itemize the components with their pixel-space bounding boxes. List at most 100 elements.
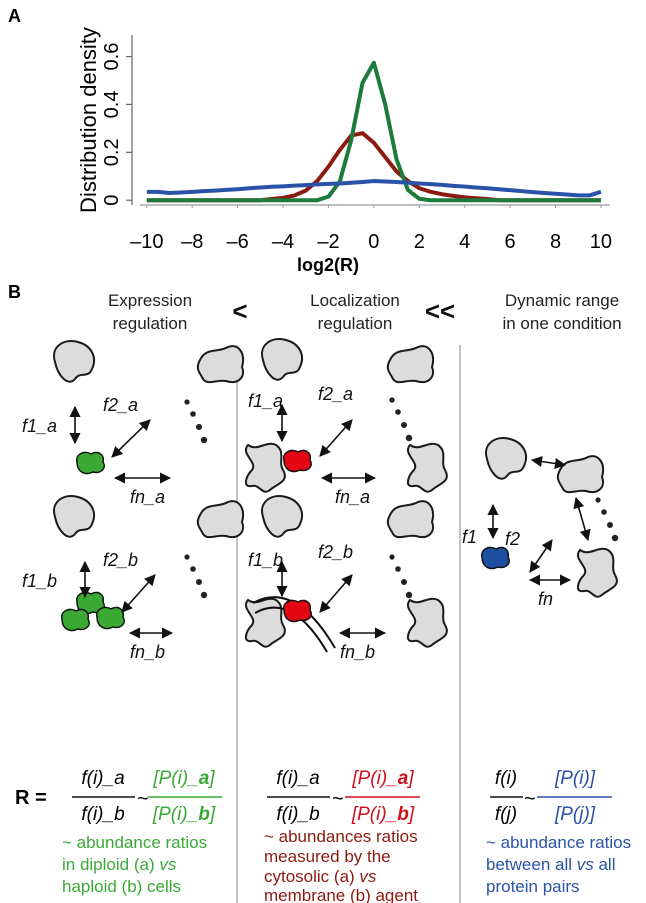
edge-label: fn_a: [130, 487, 165, 507]
panel-label: A: [8, 6, 21, 26]
network: f1 f2 fn: [462, 436, 619, 609]
y-tick-label: 0.6: [101, 43, 123, 71]
ratio-numerator: [P(i)]: [554, 768, 596, 789]
captions: ~ abundance ratios in diploid (a) vs hap…: [62, 827, 631, 903]
denominator: f(i)_b: [276, 804, 319, 825]
text: [P(j)]: [554, 804, 596, 825]
tilde: ~: [332, 788, 344, 810]
tilde: ~: [524, 788, 536, 810]
y-tick-label: 0.2: [101, 138, 123, 166]
y-tick-label: 0: [101, 195, 123, 206]
edge-label: f2_a: [318, 384, 353, 404]
network: f1_b f2_b fn_b: [248, 494, 448, 662]
x-tick-label: 0: [368, 231, 379, 253]
numerator: f(i): [495, 768, 517, 789]
header: Dynamic range: [505, 291, 619, 310]
caption-line: ~ abundance ratios: [62, 833, 207, 852]
edge-label: fn: [538, 589, 553, 609]
text: [P(i)]: [554, 768, 596, 789]
caption-line: cytosolic (a) vs: [264, 867, 377, 886]
text: all: [594, 855, 616, 874]
x-tick-label: –4: [272, 231, 294, 253]
edge-label: f2_a: [103, 395, 138, 415]
edge-label: fn_b: [130, 642, 165, 662]
density-chart: 0 0.2 0.4 0.6 –10 –8 –6 –4 –2 0 2 4 6 8 10 Distribution…: [76, 27, 612, 275]
x-tick-label: –6: [227, 231, 249, 253]
series-line: [146, 60, 601, 203]
edge-label: fn_b: [340, 642, 375, 662]
text: a: [398, 768, 409, 789]
y-tick-label: 0.4: [101, 91, 123, 119]
series-line: [146, 179, 602, 198]
header: Expression: [108, 291, 192, 310]
x-tick-label: 10: [590, 231, 612, 253]
edge-label: f1: [462, 527, 477, 547]
text: [P(i)_: [351, 804, 397, 825]
caption-line: in diploid (a) vs: [62, 855, 177, 874]
text: b: [198, 804, 210, 825]
formula-prefix: R =: [15, 787, 47, 809]
numerator: f(i)_a: [276, 768, 319, 789]
edge-label: f1_a: [248, 391, 283, 411]
panel-label: B: [8, 282, 21, 302]
edge-label: f1_a: [22, 416, 57, 436]
x-tick-label: –8: [181, 231, 203, 253]
comparator: <: [232, 296, 247, 326]
denominator: f(j): [495, 804, 517, 825]
caption-line: between all vs all: [486, 855, 615, 874]
text: between all: [486, 855, 577, 874]
tilde: ~: [137, 788, 149, 810]
caption-line: haploid (b) cells: [62, 877, 181, 896]
ratio-numerator: [P(i)_a]: [152, 768, 215, 789]
text: [P(i)_: [351, 768, 397, 789]
x-tick-label: –10: [130, 231, 163, 253]
formulas: R = f(i)_a f(i)_b ~ [P(i)_a] [P(i)_b] f(…: [15, 768, 612, 825]
edge-label: fn_a: [335, 487, 370, 507]
text: vs: [159, 855, 177, 874]
caption-line: measured by the: [264, 847, 391, 866]
text: [P(i)_: [152, 768, 198, 789]
x-tick-label: –2: [317, 231, 339, 253]
text: vs: [359, 867, 377, 886]
header: in one condition: [502, 314, 621, 333]
caption-line: membrane (b) agent: [264, 886, 418, 903]
denominator: f(i)_b: [81, 804, 124, 825]
edge-label: f2_b: [318, 542, 353, 562]
ratio-numerator: [P(i)_a]: [351, 768, 414, 789]
network: f1_a f2_a fn_a: [22, 339, 286, 507]
ratio-denominator: [P(i)_b]: [152, 804, 216, 825]
ratio-denominator: [P(i)_b]: [351, 804, 415, 825]
comparator: <<: [425, 296, 455, 326]
text: in diploid (a): [62, 855, 159, 874]
edge-label: f2: [505, 529, 520, 549]
edge-label: f1_b: [22, 571, 57, 591]
x-tick-label: 8: [550, 231, 561, 253]
text: ]: [208, 804, 216, 825]
ratio-denominator: [P(j)]: [554, 804, 596, 825]
numerator: f(i)_a: [81, 768, 124, 789]
text: ]: [207, 768, 215, 789]
network: f1_b f2_b fn_b: [22, 494, 286, 662]
edge-label: f2_b: [103, 550, 138, 570]
text: a: [199, 768, 210, 789]
header: regulation: [113, 314, 188, 333]
edge-label: f1_b: [248, 550, 283, 570]
headers: Expression regulation Localization regul…: [108, 291, 622, 333]
caption-line: protein pairs: [486, 877, 580, 896]
y-axis-title: Distribution density: [76, 27, 101, 213]
caption-line: ~ abundances ratios: [264, 827, 418, 846]
x-tick-label: 2: [414, 231, 425, 253]
text: [P(i)_: [152, 804, 198, 825]
text: ]: [406, 768, 414, 789]
caption-line: ~ abundance ratios: [486, 833, 631, 852]
header: Localization: [310, 291, 400, 310]
header: regulation: [318, 314, 393, 333]
network: f1_a f2_a fn_a: [248, 337, 448, 507]
text: ]: [407, 804, 415, 825]
text: vs: [577, 855, 595, 874]
text: cytosolic (a): [264, 867, 359, 886]
x-axis-title: log2(R): [297, 255, 359, 275]
x-tick-label: 6: [505, 231, 516, 253]
text: b: [397, 804, 409, 825]
